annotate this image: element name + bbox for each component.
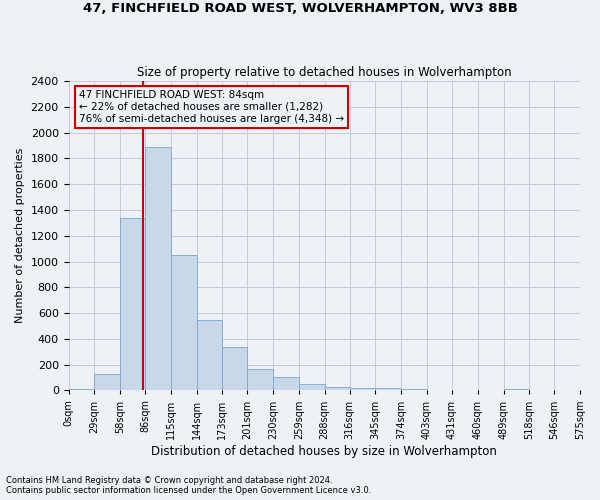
Bar	[94, 374, 120, 390]
Bar	[197, 320, 223, 390]
Text: Contains HM Land Registry data © Crown copyright and database right 2024.
Contai: Contains HM Land Registry data © Crown c…	[6, 476, 371, 495]
Bar	[350, 388, 376, 390]
Bar	[273, 377, 299, 390]
Y-axis label: Number of detached properties: Number of detached properties	[15, 148, 25, 324]
Bar	[299, 384, 325, 390]
Text: 47 FINCHFIELD ROAD WEST: 84sqm
← 22% of detached houses are smaller (1,282)
76% : 47 FINCHFIELD ROAD WEST: 84sqm ← 22% of …	[79, 90, 344, 124]
Bar	[247, 368, 273, 390]
Bar	[223, 346, 247, 391]
Title: Size of property relative to detached houses in Wolverhampton: Size of property relative to detached ho…	[137, 66, 512, 78]
Bar	[68, 389, 94, 390]
Bar	[376, 388, 401, 390]
Bar	[120, 218, 145, 390]
Bar	[171, 255, 197, 390]
Bar	[145, 147, 171, 390]
X-axis label: Distribution of detached houses by size in Wolverhampton: Distribution of detached houses by size …	[151, 444, 497, 458]
Bar	[401, 389, 427, 390]
Bar	[325, 386, 350, 390]
Text: 47, FINCHFIELD ROAD WEST, WOLVERHAMPTON, WV3 8BB: 47, FINCHFIELD ROAD WEST, WOLVERHAMPTON,…	[83, 2, 517, 16]
Bar	[503, 389, 529, 390]
